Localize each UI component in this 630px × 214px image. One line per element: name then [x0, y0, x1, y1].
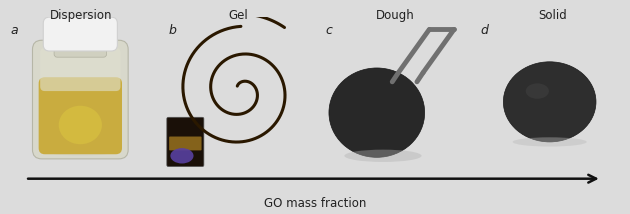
FancyBboxPatch shape — [169, 137, 202, 150]
Text: GO mass fraction: GO mass fraction — [264, 197, 366, 210]
FancyBboxPatch shape — [167, 117, 204, 166]
Ellipse shape — [329, 68, 425, 157]
Ellipse shape — [503, 62, 596, 142]
Ellipse shape — [45, 147, 115, 156]
Ellipse shape — [59, 106, 102, 144]
FancyBboxPatch shape — [33, 40, 128, 159]
Text: a: a — [11, 24, 18, 37]
Text: Dough: Dough — [376, 9, 415, 22]
Ellipse shape — [345, 150, 421, 162]
FancyBboxPatch shape — [40, 48, 120, 91]
FancyBboxPatch shape — [43, 17, 117, 51]
FancyBboxPatch shape — [54, 39, 106, 57]
Ellipse shape — [513, 137, 587, 147]
Text: Dispersion: Dispersion — [49, 9, 112, 22]
Text: Gel: Gel — [228, 9, 248, 22]
Text: Solid: Solid — [538, 9, 567, 22]
Text: d: d — [481, 24, 489, 37]
Ellipse shape — [170, 148, 193, 163]
FancyBboxPatch shape — [38, 77, 122, 154]
Ellipse shape — [526, 83, 549, 99]
Text: b: b — [168, 24, 176, 37]
Text: c: c — [326, 24, 333, 37]
